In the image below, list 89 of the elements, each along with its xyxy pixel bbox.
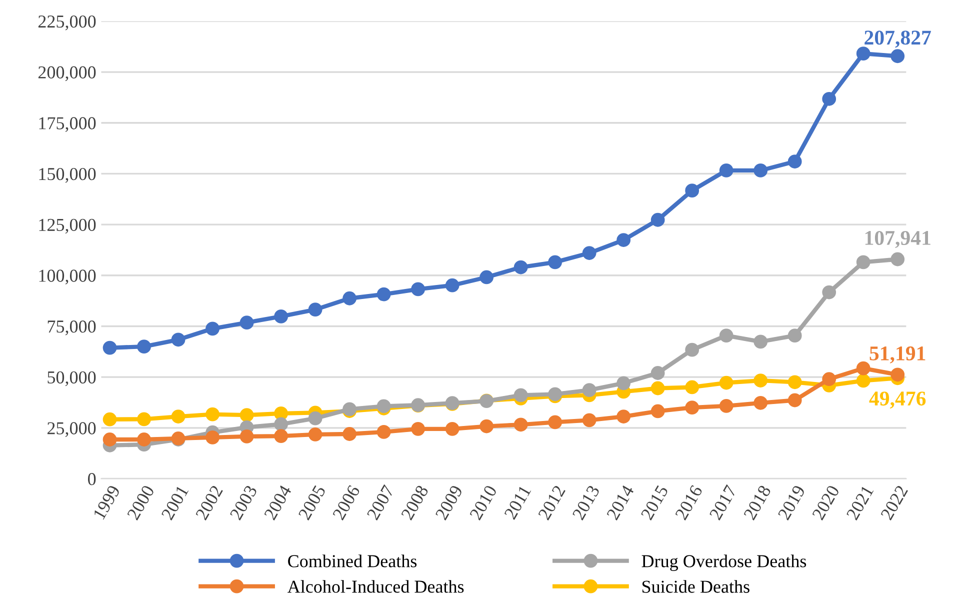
point — [788, 154, 802, 168]
point — [856, 361, 870, 376]
data-label: 49,476 — [869, 392, 926, 409]
data-label: 51,191 — [870, 346, 926, 364]
point — [719, 328, 734, 343]
point — [308, 411, 322, 426]
point — [206, 322, 220, 336]
point — [650, 381, 665, 396]
point — [754, 374, 768, 388]
y-tick-label: 75,000 — [48, 320, 96, 336]
point — [856, 46, 870, 60]
point — [822, 372, 836, 386]
point — [856, 255, 870, 270]
point — [445, 422, 460, 436]
point — [685, 184, 700, 198]
y-tick-label: 0 — [88, 472, 96, 486]
point — [754, 334, 768, 349]
point — [616, 376, 631, 390]
point — [137, 432, 151, 446]
point — [650, 404, 665, 418]
point — [171, 332, 186, 347]
y-tick-label: 50,000 — [48, 371, 96, 386]
point — [788, 328, 802, 343]
point — [137, 340, 151, 354]
y-tick-label: 100,000 — [39, 270, 96, 284]
y-tick-label: 200,000 — [38, 66, 96, 82]
point — [754, 396, 768, 410]
point — [514, 388, 528, 402]
point — [719, 376, 734, 390]
point — [308, 427, 322, 442]
point — [411, 422, 426, 436]
point — [514, 418, 528, 432]
point — [376, 425, 391, 439]
point — [342, 427, 356, 441]
point — [206, 407, 220, 422]
point — [685, 380, 700, 394]
point — [685, 400, 700, 415]
point — [548, 415, 562, 430]
point — [719, 164, 734, 178]
point — [171, 410, 186, 424]
point — [616, 410, 631, 424]
point — [788, 393, 802, 408]
point — [514, 260, 528, 274]
point — [137, 412, 151, 426]
point — [650, 212, 665, 227]
legend-label: Suicide Deaths — [642, 580, 750, 593]
point — [856, 374, 870, 388]
point — [411, 282, 426, 296]
legend-label: Combined Deaths — [288, 554, 417, 568]
point — [480, 270, 494, 284]
point — [102, 340, 117, 355]
y-tick-label: 175,000 — [39, 117, 96, 132]
point — [480, 419, 494, 434]
point — [582, 383, 596, 398]
legend-label: Alcohol-Induced Deaths — [288, 580, 464, 593]
point — [890, 252, 905, 266]
data-label: 107,941 — [865, 230, 930, 248]
point — [308, 302, 322, 316]
point — [650, 366, 665, 380]
point — [274, 429, 288, 443]
point — [822, 92, 836, 106]
point — [719, 398, 734, 413]
point — [240, 408, 254, 422]
y-tick-label: 125,000 — [39, 218, 96, 234]
point — [206, 430, 220, 444]
point — [102, 412, 117, 426]
point — [102, 432, 117, 446]
point — [548, 255, 562, 270]
point — [822, 285, 836, 300]
point — [890, 368, 905, 382]
point — [240, 316, 254, 330]
point — [616, 233, 631, 247]
point — [754, 164, 768, 178]
point — [685, 342, 700, 357]
point — [788, 375, 802, 390]
data-label: 207,827 — [864, 30, 931, 48]
point — [274, 417, 288, 432]
point — [240, 430, 254, 444]
point — [582, 413, 596, 428]
point — [274, 310, 288, 324]
point — [376, 287, 391, 302]
point — [890, 49, 905, 64]
point — [582, 246, 596, 260]
y-tick-label: 25,000 — [48, 422, 96, 437]
point — [445, 278, 460, 292]
y-tick-label: 225,000 — [38, 15, 96, 30]
legend-label: Drug Overdose Deaths — [642, 554, 806, 572]
y-tick-label: 150,000 — [39, 168, 96, 183]
point — [342, 291, 356, 306]
